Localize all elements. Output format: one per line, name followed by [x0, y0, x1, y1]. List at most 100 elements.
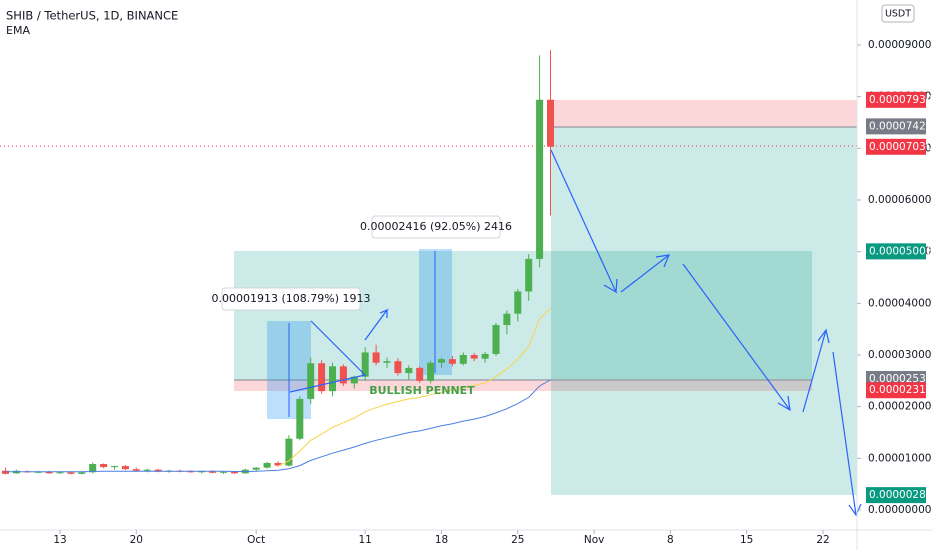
plot: [2, 50, 554, 475]
price-label: 0.00007939: [869, 94, 932, 106]
candle-body: [525, 258, 533, 292]
candle-body: [427, 362, 435, 381]
price-label-bg: [866, 138, 926, 155]
annotation-box: [371, 215, 501, 239]
candle-body: [274, 462, 282, 466]
arrow: [550, 149, 618, 294]
price-label-bg: [866, 487, 926, 504]
x-tick-label: 18: [435, 534, 448, 546]
candle-body: [350, 376, 358, 384]
annotation: 0.00001913 (108.79%) 1913: [212, 292, 371, 305]
candle-body: [339, 366, 347, 384]
x-tick-label: Oct: [247, 534, 265, 546]
pattern-stop-zone: [234, 380, 812, 391]
candle-body: [536, 99, 544, 259]
x-tick-label: Nov: [584, 534, 605, 546]
pennant-lines: [289, 320, 367, 393]
candle-body: [361, 352, 369, 377]
candle-body: [154, 469, 162, 472]
y-tick-label: 0.00002000: [868, 401, 931, 413]
annotation: 0.00002416 (92.05%) 2416: [360, 220, 512, 233]
candle-body: [383, 361, 391, 363]
price-label: 0.00002318: [869, 384, 932, 396]
chart-title: SHIB / TetherUS, 1D, BINANCE: [6, 9, 178, 23]
y-tick-label: 0.00001000: [868, 452, 931, 464]
price-label: 0.00005006: [869, 245, 932, 257]
candle-body: [405, 367, 413, 374]
x-tick-label: 25: [511, 534, 524, 546]
candle-body: [143, 469, 151, 471]
y-tick-label: 0.00004000: [868, 297, 931, 309]
candle-body: [459, 355, 467, 364]
candle-body: [45, 471, 53, 474]
indicator-label: EMA: [6, 24, 30, 37]
price-label-bg: [866, 243, 926, 260]
candle-body: [263, 462, 271, 468]
price-label: 0.00007425: [869, 120, 932, 132]
y-tick-label: 0.00009000: [868, 39, 931, 51]
currency-button[interactable]: [881, 4, 915, 23]
candle-body: [285, 438, 293, 466]
arrow: [364, 308, 389, 341]
price-label: 0.00002535: [869, 373, 932, 385]
candle-body: [372, 352, 380, 363]
arrow: [620, 254, 670, 293]
x-tick-label: 11: [359, 534, 372, 546]
y-tick-label: 0.00003000: [868, 349, 931, 361]
ema-line: [277, 308, 551, 467]
x-tick-label: 20: [130, 534, 143, 546]
ema-line: [5, 379, 551, 473]
price-label: 0.00000288: [869, 489, 932, 501]
axes: 0.00000000 0.00001000 0.00002000 0.00003000…: [53, 39, 932, 546]
price-label: 0.00007030: [869, 141, 932, 153]
x-tick-label: 8: [667, 534, 674, 546]
drawings: [289, 149, 862, 517]
candle-body: [503, 313, 511, 326]
candle-body: [100, 464, 108, 468]
candle-body: [481, 353, 489, 359]
candle-body: [132, 469, 140, 471]
y-tick-label: 0.00000000: [868, 504, 931, 516]
x-tick-label: 22: [816, 534, 829, 546]
candle-body: [252, 467, 260, 470]
candle-body: [416, 367, 424, 381]
annotation: BULLISH PENNET: [369, 384, 475, 397]
candle-body: [67, 472, 75, 474]
arrow: [682, 263, 791, 412]
candle-body: [329, 366, 336, 392]
price-label-bg: [866, 118, 926, 135]
candle-body: [89, 464, 97, 473]
x-tick-label: 15: [740, 534, 753, 546]
candle-body: [296, 398, 304, 439]
candle-body: [394, 361, 402, 374]
annotation-box: [221, 287, 361, 311]
drawings: [0, 100, 857, 495]
arrow: [802, 328, 830, 413]
y-tick-label: 0.00006000: [868, 194, 931, 206]
candle-body: [220, 471, 227, 473]
target-zone: [551, 127, 857, 495]
candle-body: [514, 291, 522, 314]
pattern-zone: [234, 251, 812, 380]
stop-zone: [551, 100, 857, 127]
candle-body: [209, 471, 217, 473]
candle-body: [307, 363, 315, 399]
x-tick-label: 13: [53, 534, 66, 546]
price-label-bg: [866, 382, 926, 399]
candle-body: [318, 363, 326, 392]
candle-body: [470, 355, 478, 359]
candle-body: [492, 325, 500, 354]
candle-body: [230, 471, 238, 474]
candle-body: [111, 466, 118, 468]
arrow: [832, 351, 862, 517]
candle-body: [438, 359, 445, 363]
price-label-bg: [866, 91, 926, 108]
candle-body: [448, 359, 456, 364]
candle-body: [121, 466, 129, 470]
currency-label[interactable]: USDT: [885, 9, 911, 20]
candle-body: [78, 472, 86, 474]
candle-body: [56, 472, 64, 474]
candle-body: [547, 99, 554, 147]
